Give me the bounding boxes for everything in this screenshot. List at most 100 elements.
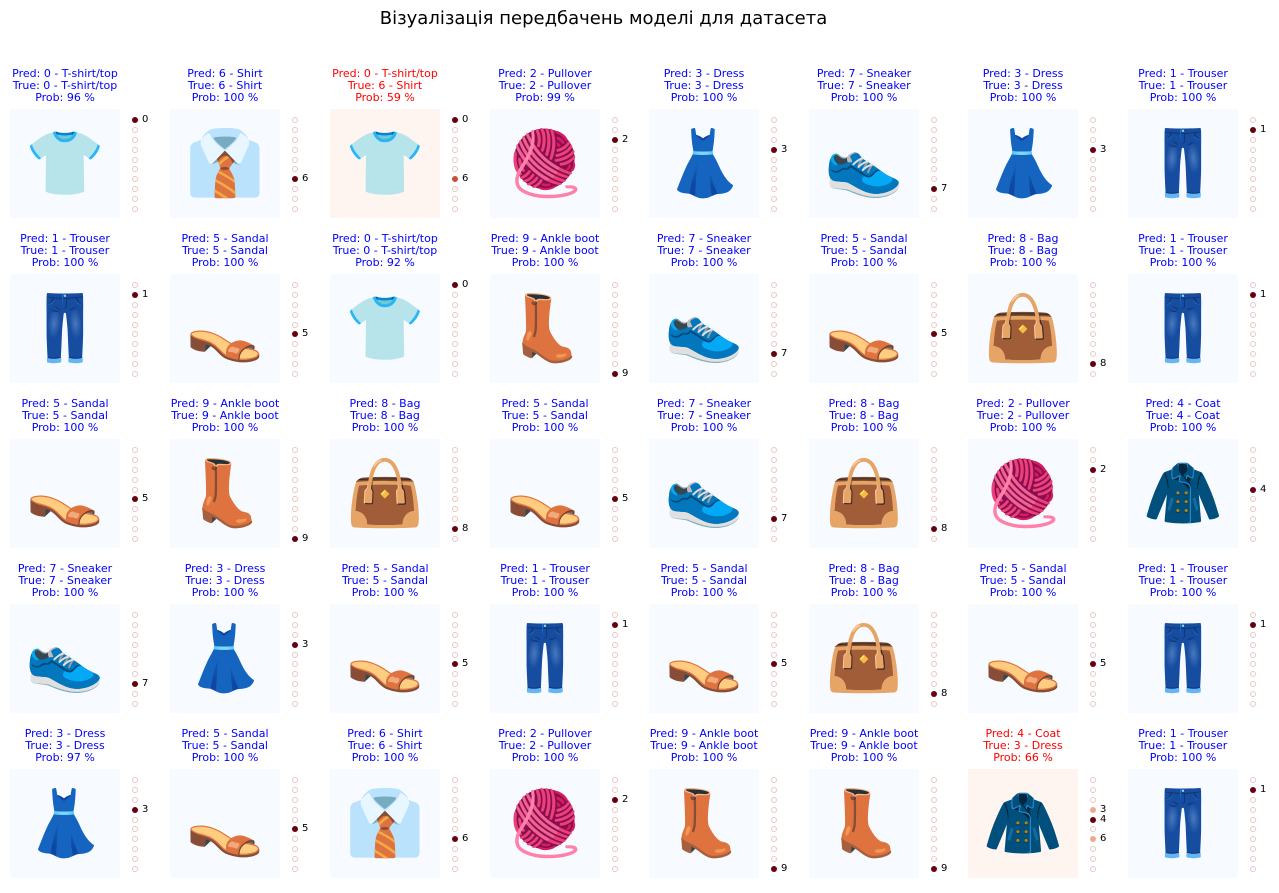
- prob-dot: [132, 321, 138, 328]
- coat-icon: 🧥: [983, 786, 1063, 861]
- panel-title: Pred: 8 - Bag True: 8 - Bag Prob: 100 %: [789, 563, 939, 599]
- sample-image: 🧥: [968, 769, 1078, 878]
- sample-image: 👜: [809, 439, 919, 548]
- prob-dot: [771, 176, 777, 183]
- prob-label: Prob: 59 %: [355, 91, 415, 104]
- probability-column: 1: [1250, 113, 1279, 217]
- prediction-panel: Pred: 2 - Pullover True: 2 - Pullover Prob…: [968, 398, 1128, 563]
- panel-title: Pred: 6 - Shirt True: 6 - Shirt Prob: 100 …: [150, 68, 300, 104]
- panel-title: Pred: 8 - Bag True: 8 - Bag Prob: 100 %: [789, 398, 939, 434]
- probability-column: 2: [612, 773, 652, 877]
- prob-label: Prob: 100 %: [511, 421, 579, 434]
- prediction-panel: Pred: 9 - Ankle boot True: 9 - Ankle boot…: [490, 233, 650, 398]
- bag-icon: 👜: [824, 456, 904, 531]
- prob-dot: [292, 856, 298, 863]
- prob-dot: [771, 846, 777, 853]
- prob-dot: [452, 291, 458, 298]
- prob-dot: [132, 282, 138, 288]
- pred-label: Pred: 3 - Dress: [24, 727, 106, 740]
- prob-dot: [292, 186, 298, 193]
- probability-column: 5: [132, 443, 172, 547]
- prob-dot: [1250, 671, 1256, 678]
- pred-label: Pred: 5 - Sandal: [341, 562, 429, 575]
- prob-dot: [1090, 621, 1096, 628]
- sample-image: 👢: [649, 769, 759, 878]
- prob-dot: [132, 516, 138, 523]
- sample-image: 👡: [809, 274, 919, 383]
- prob-dot-active: [612, 136, 618, 143]
- prob-dot: [132, 176, 138, 183]
- prob-dot: [771, 166, 777, 173]
- prob-dot: [1250, 631, 1256, 638]
- prob-dot: [452, 846, 458, 853]
- sample-image: 👖: [490, 604, 600, 713]
- prob-dot: [1250, 351, 1256, 358]
- prob-dot: [931, 671, 937, 678]
- prob-dot: [132, 631, 138, 638]
- prob-dot-active: [452, 661, 458, 668]
- prob-label: Prob: 100 %: [191, 586, 259, 599]
- prob-dot: [1090, 777, 1096, 783]
- prediction-panel: Pred: 8 - Bag True: 8 - Bag Prob: 100 % 👜 8: [809, 398, 969, 563]
- prob-dot: [1090, 826, 1096, 833]
- prob-dot: [1090, 117, 1096, 123]
- pred-label: Pred: 5 - Sandal: [820, 232, 908, 245]
- prob-dot: [612, 476, 618, 483]
- prob-dot: [771, 196, 777, 203]
- prob-dot-active: [1250, 786, 1256, 793]
- prob-dot: [1250, 701, 1256, 707]
- prob-dot: [612, 206, 618, 212]
- panel-title: Pred: 9 - Ankle boot True: 9 - Ankle boot…: [150, 398, 300, 434]
- prediction-panel: Pred: 5 - Sandal True: 5 - Sandal Prob: 10…: [170, 233, 330, 398]
- true-label: True: 0 - T-shirt/top: [332, 244, 438, 257]
- prob-dot: [1090, 516, 1096, 523]
- true-label: True: 6 - Shirt: [187, 79, 263, 92]
- prob-dot: [771, 186, 777, 193]
- true-label: True: 3 - Dress: [983, 79, 1063, 92]
- probability-column: 8: [931, 608, 971, 712]
- pred-label: Pred: 5 - Sandal: [181, 727, 269, 740]
- true-label: True: 7 - Sneaker: [657, 244, 751, 257]
- prob-dot: [612, 536, 618, 542]
- prob-dot-active: [292, 176, 298, 183]
- sample-image: 👡: [170, 769, 280, 878]
- prob-dot: [771, 836, 777, 843]
- true-label: True: 5 - Sandal: [341, 574, 428, 587]
- prob-dot-active: [931, 526, 937, 533]
- prob-dot: [132, 361, 138, 368]
- probability-column: 5: [931, 278, 971, 382]
- prob-dot: [612, 196, 618, 203]
- prediction-panel: Pred: 4 - Coat True: 4 - Coat Prob: 100 % 🧥…: [1128, 398, 1279, 563]
- prob-class-label: 9: [302, 533, 309, 544]
- true-label: True: 5 - Sandal: [181, 739, 268, 752]
- prob-dot: [292, 631, 298, 638]
- prob-dot: [931, 786, 937, 793]
- prob-dot: [771, 681, 777, 688]
- prob-class-label: 1: [622, 618, 629, 630]
- prob-dot: [452, 321, 458, 328]
- prob-dot: [771, 341, 777, 348]
- sample-image: 👕: [330, 109, 440, 218]
- true-label: True: 7 - Sneaker: [18, 574, 112, 587]
- prob-dot: [452, 826, 458, 833]
- prob-dot: [612, 846, 618, 853]
- probability-column: 6: [452, 773, 492, 877]
- prob-dot: [931, 351, 937, 358]
- prob-class-label: 0: [462, 279, 469, 290]
- prob-dot: [1090, 631, 1096, 638]
- prediction-panel: Pred: 8 - Bag True: 8 - Bag Prob: 100 % 👜 8: [809, 563, 969, 728]
- prediction-panel: Pred: 7 - Sneaker True: 7 - Sneaker Prob: …: [10, 563, 170, 728]
- prob-dot: [612, 176, 618, 183]
- prob-dot: [132, 126, 138, 133]
- panel-title: Pred: 3 - Dress True: 3 - Dress Prob: 100 …: [629, 68, 779, 104]
- prob-dot: [931, 496, 937, 503]
- sample-image: 👖: [1128, 604, 1238, 713]
- prob-dot: [452, 866, 458, 872]
- prob-dot: [1090, 371, 1096, 377]
- sample-image: 👜: [809, 604, 919, 713]
- prediction-panel: Pred: 1 - Trouser True: 1 - Trouser Prob: …: [490, 563, 650, 728]
- prob-dot: [1250, 146, 1256, 153]
- pred-label: Pred: 8 - Bag: [987, 232, 1059, 245]
- prob-dot: [452, 196, 458, 203]
- prob-class-label: 4: [1260, 483, 1267, 495]
